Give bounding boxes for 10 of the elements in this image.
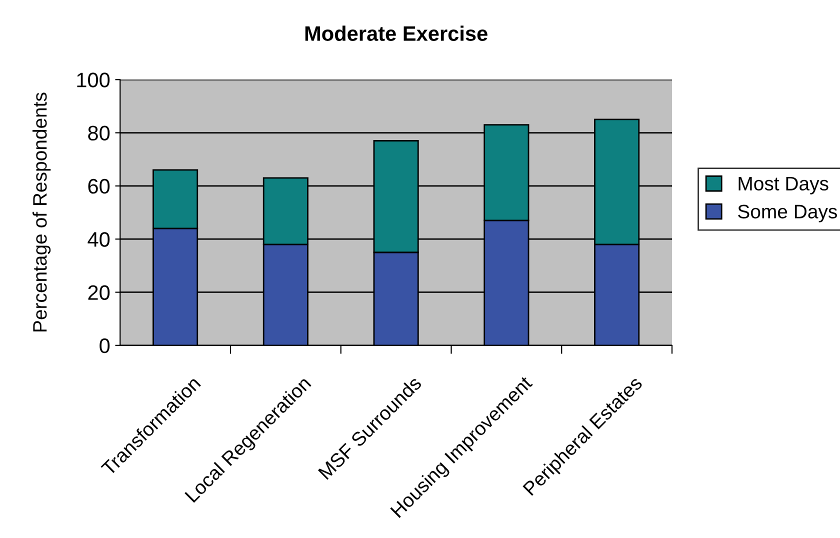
y-tick-label: 40	[88, 232, 110, 247]
y-tick-label: 60	[88, 178, 110, 194]
y-tick-label: 0	[100, 338, 110, 354]
y-tick-label: 100	[77, 72, 110, 88]
legend-label: Some Days	[738, 204, 837, 222]
y-axis-title: Percentage of Respondents	[32, 92, 51, 332]
legend-label: Most Days	[738, 176, 828, 194]
y-tick-label: 20	[88, 285, 110, 300]
y-tick-label: 80	[88, 126, 110, 141]
chart-title: Moderate Exercise	[305, 26, 488, 41]
